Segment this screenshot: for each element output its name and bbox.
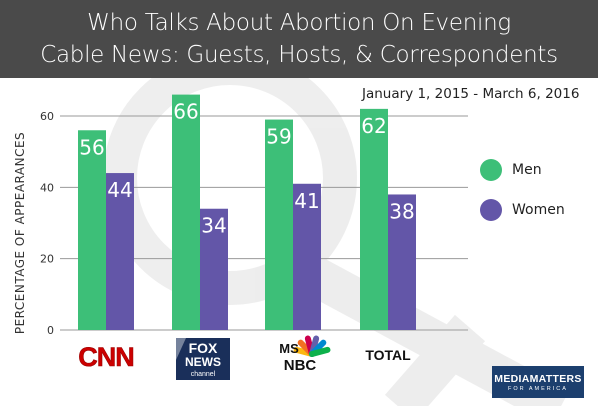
logo-line-2: FOR AMERICA: [508, 385, 568, 392]
bar-women: [106, 173, 134, 330]
legend-item-women: Women: [480, 190, 565, 230]
legend-label-women: Women: [512, 202, 565, 218]
y-tick-label: 60: [40, 110, 54, 123]
mediamatters-logo: MEDIAMATTERS FOR AMERICA: [492, 366, 584, 398]
bar-value-label: 41: [294, 189, 319, 213]
chart-title-line-1: Who Talks About Abortion On Evening: [87, 10, 511, 36]
bar-women: [388, 194, 416, 330]
bar-value-label: 62: [361, 114, 386, 138]
bar-men: [360, 108, 388, 330]
fox-news-logo-beam: [176, 338, 186, 360]
y-tick-label: 20: [40, 253, 54, 266]
msnbc-peacock-feather: [309, 346, 331, 357]
title-bar: Who Talks About Abortion On Evening Cabl…: [0, 0, 598, 78]
bar-men: [265, 119, 293, 330]
bar-women: [200, 208, 228, 330]
y-axis-label: PERCENTAGE OF APPEARANCES: [13, 132, 27, 334]
y-tick-label: 40: [40, 181, 54, 194]
date-range-label: January 1, 2015 - March 6, 2016: [362, 86, 580, 102]
chart-title-line-2: Cable News: Guests, Hosts, & Corresponde…: [40, 42, 558, 68]
fox-news-logo-news: NEWS: [185, 355, 221, 369]
bar-value-label: 56: [79, 135, 104, 159]
bar-women: [293, 183, 321, 330]
fox-news-logo-fox: FOX: [189, 340, 218, 356]
legend: Men Women: [480, 150, 565, 230]
bar-value-label: 34: [201, 214, 226, 238]
bar-value-label: 38: [389, 199, 414, 223]
bar-value-label: 59: [266, 125, 291, 149]
legend-swatch-men: [480, 159, 502, 181]
fox-news-logo-channel: channel: [191, 371, 216, 378]
legend-item-men: Men: [480, 150, 565, 190]
legend-label-men: Men: [512, 162, 542, 178]
total-label: TOTAL: [365, 347, 411, 363]
msnbc-logo-ms: MS: [279, 341, 299, 356]
y-tick-label: 0: [47, 324, 54, 337]
logo-line-1: MEDIAMATTERS: [494, 372, 582, 385]
watermark-cross: [384, 314, 486, 406]
bar-men: [172, 94, 200, 330]
fox-news-logo-bg: [176, 338, 230, 380]
bar-men: [78, 130, 106, 330]
legend-swatch-women: [480, 199, 502, 221]
msnbc-logo-nbc: NBC: [284, 357, 317, 374]
bar-value-label: 66: [173, 100, 198, 124]
bar-value-label: 44: [107, 178, 132, 202]
cnn-logo: CNN: [78, 342, 134, 372]
